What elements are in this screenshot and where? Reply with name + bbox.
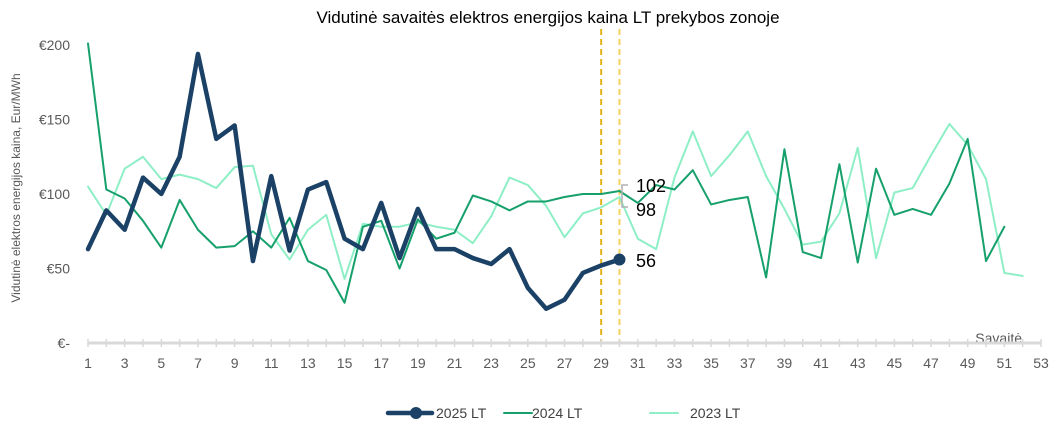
x-axis: 1 3 5 7 9 11 13 15 17 19 21 23 25 27 29 31 33 35 37 39 41 43 4…: [84, 339, 1049, 371]
legend-label: 2025 LT: [436, 405, 487, 421]
y-tick-label: €150: [39, 112, 70, 128]
x-tick-label: 39: [777, 355, 793, 371]
x-tick-label: 23: [483, 355, 499, 371]
data-label-2025: 56: [636, 251, 656, 271]
x-tick-label: 51: [997, 355, 1013, 371]
legend: 2025 LT 2024 LT 2023 LT: [385, 405, 741, 421]
x-tick-label: 11: [264, 355, 279, 371]
x-tick-label: 45: [887, 355, 903, 371]
x-tick-label: 1: [84, 355, 92, 371]
legend-marker: [410, 407, 422, 419]
series-layer: [85, 42, 1024, 311]
chart-title: Vidutinė savaitės elektros energijos kai…: [316, 8, 779, 27]
series-line-2024-lt: [87, 42, 1006, 304]
x-tick-label: 31: [630, 355, 646, 371]
x-tick-label: 49: [960, 355, 976, 371]
y-tick-label: €200: [39, 37, 70, 53]
legend-label: 2024 LT: [532, 405, 583, 421]
annotations: 56 102 98: [613, 176, 666, 271]
x-tick-label: 21: [447, 355, 463, 371]
series-line-2023-lt: [87, 122, 1024, 280]
x-tick-label: 37: [740, 355, 756, 371]
vertical-markers: [600, 29, 621, 343]
series-line-2025-lt: [85, 51, 622, 311]
x-tick-label: 7: [194, 355, 202, 371]
x-tick-label: 27: [557, 355, 573, 371]
data-label-2024: 102: [636, 176, 666, 196]
y-tick-label: €100: [39, 186, 70, 202]
label-bracket: [621, 184, 628, 208]
x-tick-label: 41: [813, 355, 829, 371]
x-tick-label: 9: [231, 355, 239, 371]
x-tick-label: 29: [593, 355, 609, 371]
data-label-2023: 98: [636, 200, 656, 220]
x-tick-label: 53: [1033, 355, 1049, 371]
end-point-2025: [613, 253, 626, 266]
y-tick-label: €50: [47, 261, 71, 277]
x-tick-label: 13: [300, 355, 316, 371]
x-tick-label: 35: [703, 355, 719, 371]
x-tick-label: 43: [850, 355, 866, 371]
x-tick-label: 33: [667, 355, 683, 371]
x-tick-label: 19: [410, 355, 426, 371]
x-tick-label: 17: [373, 355, 389, 371]
y-axis: €- €50 €100 €150 €200: [39, 37, 70, 351]
legend-label: 2023 LT: [690, 405, 741, 421]
y-tick-label: €-: [58, 335, 71, 351]
x-tick-label: 3: [121, 355, 129, 371]
x-tick-label: 47: [923, 355, 939, 371]
y-axis-title-group: Vidutinė elektros energijos kaina, Eur/M…: [9, 73, 23, 302]
x-tick-label: 5: [157, 355, 165, 371]
x-tick-label: 15: [337, 355, 353, 371]
x-tick-label: 25: [520, 355, 536, 371]
y-axis-title: Vidutinė elektros energijos kaina, Eur/M…: [9, 73, 23, 302]
